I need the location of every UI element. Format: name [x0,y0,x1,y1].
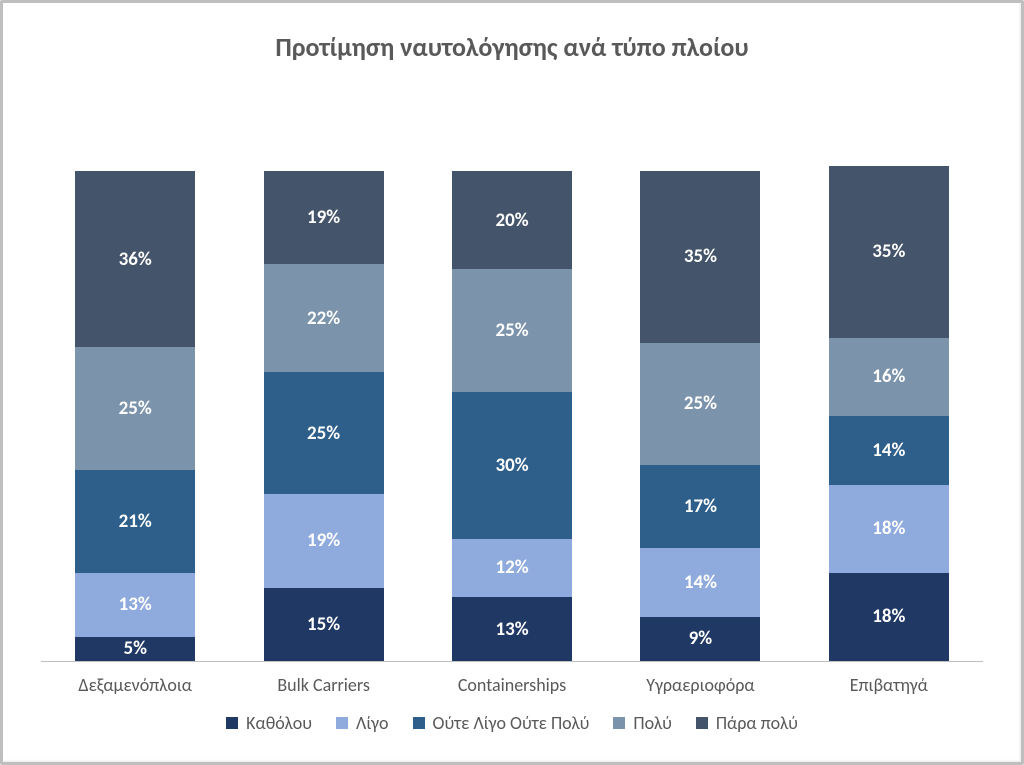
chart-title: Προτίμηση ναυτολόγησης ανά τύπο πλοίου [21,31,1003,63]
x-axis-label-wrap: Containerships [418,662,606,696]
bar-segment: 15% [264,588,384,662]
bar-segment: 19% [264,494,384,587]
bar-segment: 9% [640,617,760,661]
bar-segment: 5% [75,637,195,662]
bar-segment: 25% [640,343,760,466]
legend-label: Ούτε Λίγο Ούτε Πολύ [433,712,590,734]
stacked-bar: 18%18%14%16%35% [829,166,949,661]
legend-swatch [226,717,238,729]
stacked-bar: 13%12%30%25%20% [452,171,572,661]
bar-column: 18%18%14%16%35% [795,166,983,661]
bar-segment: 30% [452,392,572,539]
bar-segment: 20% [452,171,572,269]
legend-label: Πολύ [633,712,671,734]
stacked-bar: 9%14%17%25%35% [640,171,760,661]
legend-swatch [413,717,425,729]
legend-item: Ούτε Λίγο Ούτε Πολύ [413,712,590,734]
bar-segment: 18% [829,485,949,573]
bar-segment: 17% [640,465,760,548]
bar-segment: 25% [452,269,572,392]
legend-label: Λίγο [356,712,389,734]
x-axis-label: Containerships [458,674,566,696]
bar-segment: 36% [75,171,195,347]
bar-segment: 16% [829,338,949,416]
chart-frame: Προτίμηση ναυτολόγησης ανά τύπο πλοίου 5… [0,0,1024,765]
legend-swatch [613,717,625,729]
bar-segment: 13% [452,597,572,661]
x-axis-label-wrap: Επιβατηγά [795,662,983,696]
bar-column: 15%19%25%22%19% [229,171,417,661]
bar-segment: 13% [75,573,195,637]
x-axis-label: Δεξαμενόπλοια [78,674,192,696]
bar-column: 9%14%17%25%35% [606,171,794,661]
bar-segment: 18% [829,573,949,661]
x-axis-labels: Δεξαμενόπλοια Bulk Carriers Containerships… [21,662,1003,696]
bar-segment: 25% [264,372,384,495]
bar-segment: 35% [640,171,760,343]
bar-segment: 14% [829,416,949,485]
x-axis-label: Επιβατηγά [850,674,928,696]
bar-column: 13%12%30%25%20% [418,171,606,661]
x-axis-label: Bulk Carriers [277,674,370,696]
legend-label: Καθόλου [246,712,312,734]
legend-label: Πάρα πολύ [716,712,798,734]
x-axis-label-wrap: Δεξαμενόπλοια [41,662,229,696]
legend-item: Λίγο [336,712,389,734]
legend: Καθόλου Λίγο Ούτε Λίγο Ούτε Πολύ Πολύ Πάρα π… [21,696,1003,754]
bar-segment: 12% [452,539,572,598]
x-axis-label-wrap: Bulk Carriers [229,662,417,696]
bar-segment: 35% [829,166,949,338]
bar-column: 5%13%21%25%36% [41,171,229,661]
bar-segment: 19% [264,171,384,264]
plot-area: 5%13%21%25%36%15%19%25%22%19%13%12%30%25… [21,73,1003,661]
legend-item: Καθόλου [226,712,312,734]
stacked-bar: 15%19%25%22%19% [264,171,384,661]
x-axis-label: Υγραεριοφόρα [646,674,754,696]
bar-segment: 14% [640,548,760,617]
legend-item: Πάρα πολύ [696,712,798,734]
bar-segment: 22% [264,264,384,372]
legend-item: Πολύ [613,712,671,734]
x-axis-label-wrap: Υγραεριοφόρα [606,662,794,696]
legend-swatch [696,717,708,729]
bar-segment: 25% [75,347,195,470]
bar-segment: 21% [75,470,195,573]
stacked-bar: 5%13%21%25%36% [75,171,195,661]
legend-swatch [336,717,348,729]
